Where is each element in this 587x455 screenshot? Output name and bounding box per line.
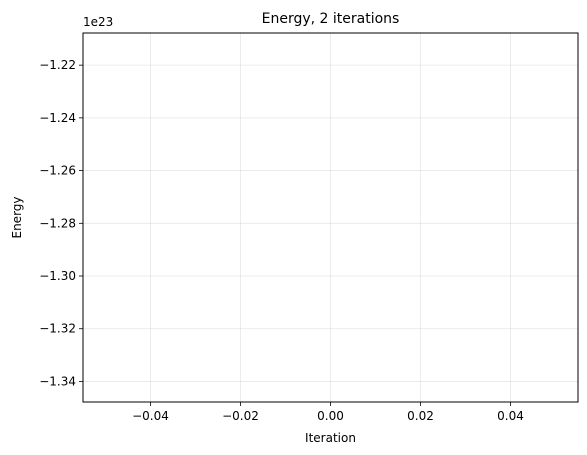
y-axis-offset-label: 1e23 [83,15,113,29]
y-axis-ticks: −1.22 −1.24 −1.26 −1.28 −1.30 −1.32 −1.34 [39,58,83,388]
y-tick-label: −1.28 [39,216,76,230]
x-axis-label: Iteration [305,431,356,445]
y-tick-label: −1.24 [39,111,76,125]
x-axis-ticks: −0.04 −0.02 0.00 0.02 0.04 [132,402,524,423]
x-tick-label: −0.04 [132,409,169,423]
y-tick-label: −1.32 [39,322,76,336]
y-axis-label: Energy [10,196,24,238]
chart-title: Energy, 2 iterations [262,11,400,27]
y-tick-label: −1.30 [39,269,76,283]
grid [83,33,578,402]
y-tick-label: −1.34 [39,374,76,388]
y-tick-label: −1.22 [39,58,76,72]
x-tick-label: 0.00 [317,409,344,423]
y-tick-label: −1.26 [39,164,76,178]
x-tick-label: 0.04 [497,409,524,423]
x-tick-label: 0.02 [407,409,434,423]
x-tick-label: −0.02 [222,409,259,423]
